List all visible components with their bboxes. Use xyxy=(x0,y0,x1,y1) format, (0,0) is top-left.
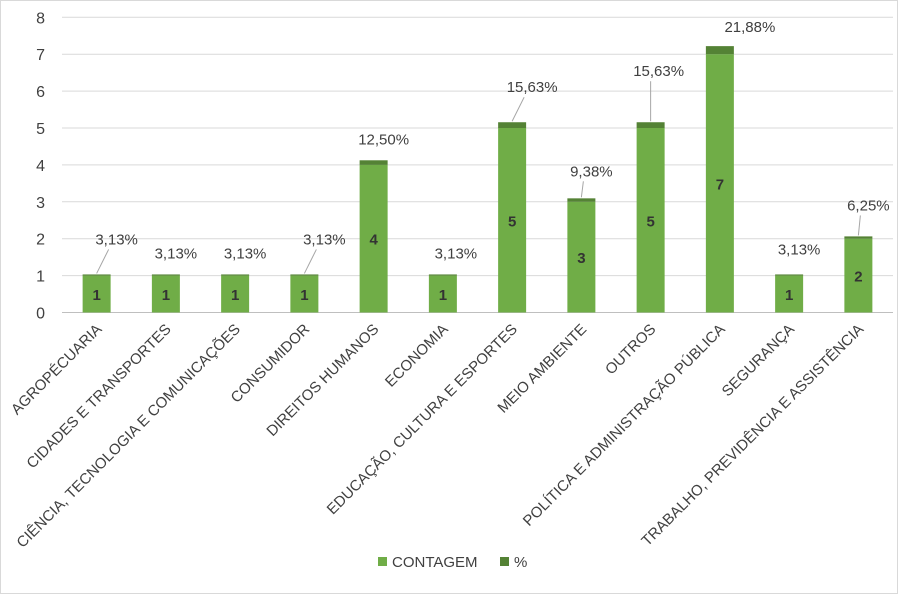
percent-label: 9,38% xyxy=(570,163,613,180)
bar-percent xyxy=(428,274,457,276)
leader-line xyxy=(857,215,861,236)
bar-percent xyxy=(844,236,873,239)
percent-label: 15,63% xyxy=(507,79,558,96)
bar-contagem xyxy=(498,128,527,313)
percent-label: 3,13% xyxy=(224,245,267,262)
x-tick-label: OUTROS xyxy=(602,321,659,378)
y-tick-label: 3 xyxy=(36,195,45,212)
bar-percent xyxy=(82,274,111,276)
y-tick-label: 5 xyxy=(36,121,45,138)
percent-label: 6,25% xyxy=(847,197,890,214)
bar-contagem xyxy=(705,54,734,313)
x-tick-label: CIDADES E TRANSPORTES xyxy=(23,321,174,472)
count-label: 1 xyxy=(231,287,239,304)
legend: CONTAGEM % xyxy=(378,554,527,571)
leader-line xyxy=(303,249,317,274)
x-tick-label: ECONOMIA xyxy=(382,321,452,391)
percent-label: 3,13% xyxy=(95,231,138,248)
count-label: 1 xyxy=(92,287,100,304)
legend-swatch-contagem xyxy=(378,557,387,566)
bar-percent xyxy=(221,274,250,276)
y-tick-label: 2 xyxy=(36,232,45,249)
leader-line xyxy=(511,97,525,122)
bar-percent xyxy=(290,274,319,276)
bar-percent xyxy=(567,198,596,202)
count-label: 3 xyxy=(577,250,585,267)
data-labels: 13,13%13,13%13,13%13,13% 412,50%13,13%515… xyxy=(92,19,889,304)
leader-line xyxy=(580,181,584,198)
bar-percent xyxy=(498,122,527,128)
bar-contagem xyxy=(221,275,250,313)
x-tick-label: SEGURANÇA xyxy=(719,321,798,400)
x-tick-label: DIREITOS HUMANOS xyxy=(263,321,382,440)
bar-contagem xyxy=(567,201,596,313)
legend-label-percent: % xyxy=(514,554,527,571)
bars xyxy=(82,46,873,313)
bar-percent xyxy=(359,160,388,165)
bar-contagem xyxy=(151,275,180,313)
percent-label: 3,13% xyxy=(155,245,198,262)
count-label: 1 xyxy=(439,287,447,304)
gridlines xyxy=(62,16,893,313)
count-label: 2 xyxy=(854,269,862,286)
y-tick-label: 0 xyxy=(36,306,45,323)
bar-contagem xyxy=(844,238,873,313)
count-label: 1 xyxy=(785,287,793,304)
bar-contagem xyxy=(775,275,804,313)
percent-label: 12,50% xyxy=(358,131,409,148)
leader-lines xyxy=(96,81,861,274)
y-tick-label: 8 xyxy=(36,10,45,27)
count-label: 5 xyxy=(646,213,654,230)
bar-contagem xyxy=(82,275,111,313)
percent-label: 3,13% xyxy=(778,241,821,258)
count-label: 1 xyxy=(300,287,308,304)
count-label: 1 xyxy=(162,287,170,304)
bar-contagem xyxy=(359,164,388,313)
count-label: 4 xyxy=(369,232,378,249)
y-tick-label: 4 xyxy=(36,158,45,175)
legend-label-contagem: CONTAGEM xyxy=(392,554,478,571)
y-tick-label: 6 xyxy=(36,84,45,101)
y-tick-label: 7 xyxy=(36,47,45,64)
y-tick-label: 1 xyxy=(36,269,45,286)
percent-label: 15,63% xyxy=(633,63,684,80)
bar-percent xyxy=(775,274,804,276)
leader-line xyxy=(96,249,110,274)
bar-percent xyxy=(705,46,734,55)
bar-contagem xyxy=(636,128,665,313)
y-axis: 0 1 2 3 4 5 6 7 8 xyxy=(36,10,45,322)
percent-label: 21,88% xyxy=(724,19,775,36)
legend-swatch-percent xyxy=(500,557,509,566)
count-label: 5 xyxy=(508,213,516,230)
percent-label: 3,13% xyxy=(435,245,478,262)
bar-percent xyxy=(151,274,180,276)
bar-contagem xyxy=(290,275,319,313)
bar-contagem xyxy=(428,275,457,313)
percent-label: 3,13% xyxy=(303,231,346,248)
count-label: 7 xyxy=(716,176,724,193)
bar-percent xyxy=(636,122,665,128)
